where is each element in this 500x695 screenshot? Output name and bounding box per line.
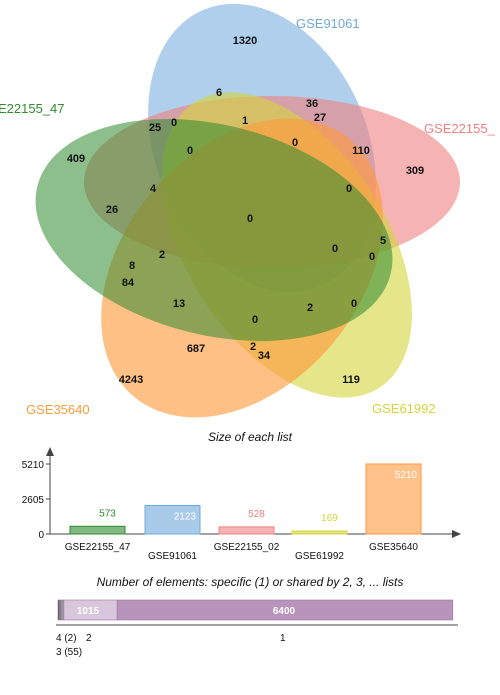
venn-region-count: 409 [67, 153, 85, 165]
size-bar-value: 2123 [174, 511, 197, 522]
venn-region-count: 34 [258, 350, 271, 362]
venn-region-count: 0 [187, 145, 193, 157]
venn-region-count: 1320 [233, 35, 257, 47]
list-size-bars: 573 GSE22155_47 2123 GSE91061 528 GSE22155_02… [65, 463, 422, 562]
shared-tick-degree-2: 2 [86, 633, 92, 644]
venn-region-count: 25 [149, 122, 161, 134]
shared-segment-1 [116, 599, 454, 621]
venn-region-count: 84 [122, 277, 135, 289]
venn-label-gse22155-02: GSE22155_ [424, 121, 496, 136]
size-bar-value: 528 [248, 509, 265, 520]
venn-region-count: 0 [171, 117, 177, 129]
shared-segment-label-1: 6400 [273, 606, 296, 617]
shared-segment-3 [60, 599, 65, 621]
venn-region-count: 110 [352, 145, 370, 157]
shared-segment-label-2: 1015 [77, 606, 100, 617]
venn-label-gse35640: GSE35640 [26, 402, 90, 417]
venn-diagram: GSE91061 GSE22155_ GSE61992 GSE35640 E22… [0, 3, 496, 418]
shared-elements-title: Number of elements: specific (1) or shar… [97, 575, 404, 589]
venn-region-count: 0 [247, 213, 253, 225]
venn-region-count: 1 [242, 115, 248, 127]
list-size-x-arrow [452, 530, 461, 538]
size-bar-value: 169 [321, 513, 338, 524]
size-bar [144, 504, 201, 535]
venn-region-count: 687 [187, 343, 205, 355]
size-bar [365, 463, 422, 535]
size-bar [69, 525, 126, 535]
venn-region-count: 309 [406, 165, 424, 177]
shared-tick-degree-3: 3 (55) [56, 647, 82, 658]
y-tick-label: 5210 [22, 460, 45, 471]
venn-region-count: 5 [380, 235, 386, 247]
venn-region-count: 0 [346, 183, 352, 195]
venn-region-count: 4243 [119, 374, 143, 386]
venn-region-count: 2 [307, 302, 313, 314]
size-bar-value: 573 [99, 508, 116, 519]
venn-region-count: 27 [314, 112, 326, 124]
size-bar-category: GSE35640 [369, 542, 418, 553]
size-bar [218, 526, 275, 535]
size-bar-category: GSE22155_47 [65, 542, 131, 553]
venn-label-gse91061: GSE91061 [296, 16, 360, 31]
venn-region-count: 0 [292, 137, 298, 149]
list-size-ticks: 5210 2605 0 [22, 460, 50, 541]
list-size-chart: Size of each list 5210 2605 0 573 GSE22155_… [22, 430, 461, 562]
venn-region-count: 36 [306, 98, 318, 110]
venn-region-count: 119 [342, 374, 360, 386]
y-tick-label: 0 [38, 530, 44, 541]
shared-tick-degree-4: 4 (2) [56, 633, 77, 644]
venn-region-count: 0 [351, 298, 357, 310]
venn-region-count: 0 [332, 243, 338, 255]
venn-region-count: 2 [250, 341, 256, 353]
venn-ellipse-gse22155-47 [35, 119, 393, 341]
size-bar [291, 530, 348, 535]
venn-label-gse22155-47: E22155_47 [0, 101, 65, 116]
size-bar-category: GSE91061 [148, 551, 197, 562]
venn-region-count: 0 [252, 314, 258, 326]
venn-region-count: 13 [173, 298, 185, 310]
shared-tick-degree-1: 1 [280, 633, 286, 644]
venn-region-count: 4 [150, 183, 157, 195]
venn-region-count: 8 [129, 260, 135, 272]
venn-region-count: 26 [106, 204, 118, 216]
list-size-y-arrow [46, 447, 54, 456]
list-size-title: Size of each list [208, 430, 293, 444]
venn-label-gse61992: GSE61992 [372, 401, 436, 416]
size-bar-category: GSE22155_02 [214, 542, 280, 553]
venn-region-count: 0 [369, 251, 375, 263]
size-bar-value: 5210 [395, 470, 418, 481]
venn-region-count: 6 [216, 87, 222, 99]
venn-region-count: 2 [159, 249, 165, 261]
shared-elements-segments: 1015 6400 [57, 599, 454, 621]
y-tick-label: 2605 [22, 495, 45, 506]
venn-region-counts: 1320636271002511030900409426050028842130… [67, 35, 424, 386]
size-bar-category: GSE61992 [295, 551, 344, 562]
shared-elements-chart: Number of elements: specific (1) or shar… [56, 575, 458, 658]
